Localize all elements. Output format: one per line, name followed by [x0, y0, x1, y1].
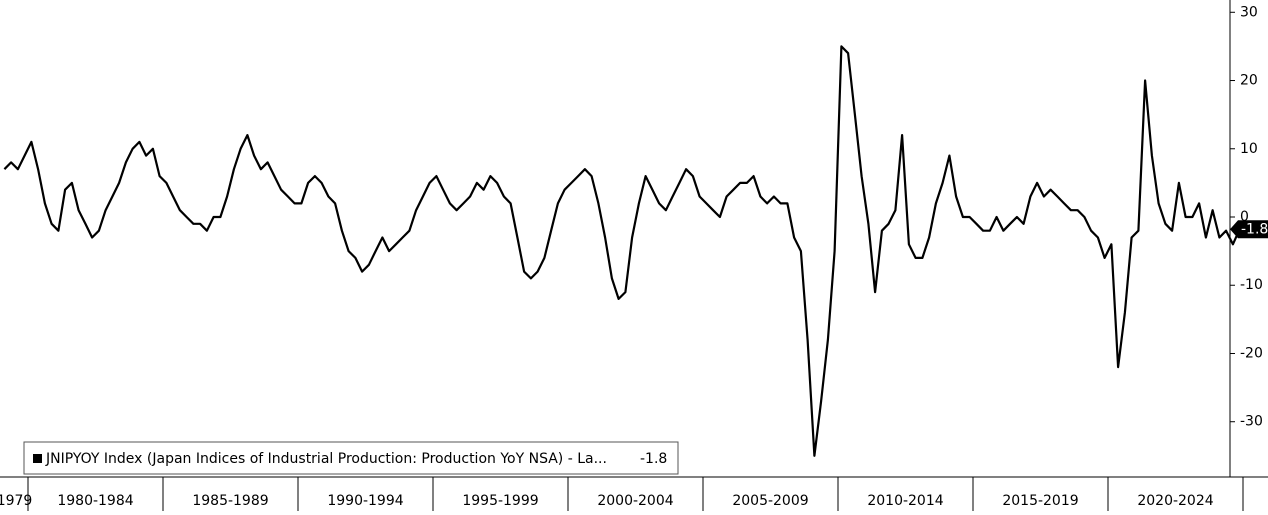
- y-tick-label: -20: [1240, 345, 1263, 361]
- y-tick-label: -30: [1240, 414, 1263, 430]
- legend-box: [23, 441, 679, 475]
- x-period-label: 1990-1994: [327, 493, 403, 509]
- legend-last-value: -1.8: [640, 451, 667, 467]
- x-period-label: 2020-2024: [1137, 493, 1213, 509]
- y-tick-label: 0: [1240, 209, 1249, 225]
- x-period-label: 2005-2009: [732, 493, 808, 509]
- x-period-label: 2000-2004: [597, 493, 673, 509]
- y-tick-label: 30: [1240, 4, 1258, 20]
- data-line: [3, 45, 1241, 457]
- last-value-bg: [1230, 220, 1268, 239]
- legend-swatch: [33, 454, 42, 463]
- x-period-label: 2015-2019: [1002, 493, 1078, 509]
- x-period-label: 1995-1999: [462, 493, 538, 509]
- y-tick-label: 10: [1240, 141, 1258, 157]
- last-value-tag: -1.8: [1230, 220, 1268, 239]
- x-period-label: 1979: [0, 493, 32, 509]
- x-period-label: 1985-1989: [192, 493, 268, 509]
- last-value-label: -1.8: [1241, 221, 1268, 237]
- legend-label: JNIPYOY Index (Japan Indices of Industri…: [45, 451, 607, 467]
- y-tick-label: 20: [1240, 73, 1258, 89]
- x-period-label: 1980-1984: [57, 493, 133, 509]
- y-tick-label: -10: [1240, 277, 1263, 293]
- x-period-label: 2010-2014: [867, 493, 943, 509]
